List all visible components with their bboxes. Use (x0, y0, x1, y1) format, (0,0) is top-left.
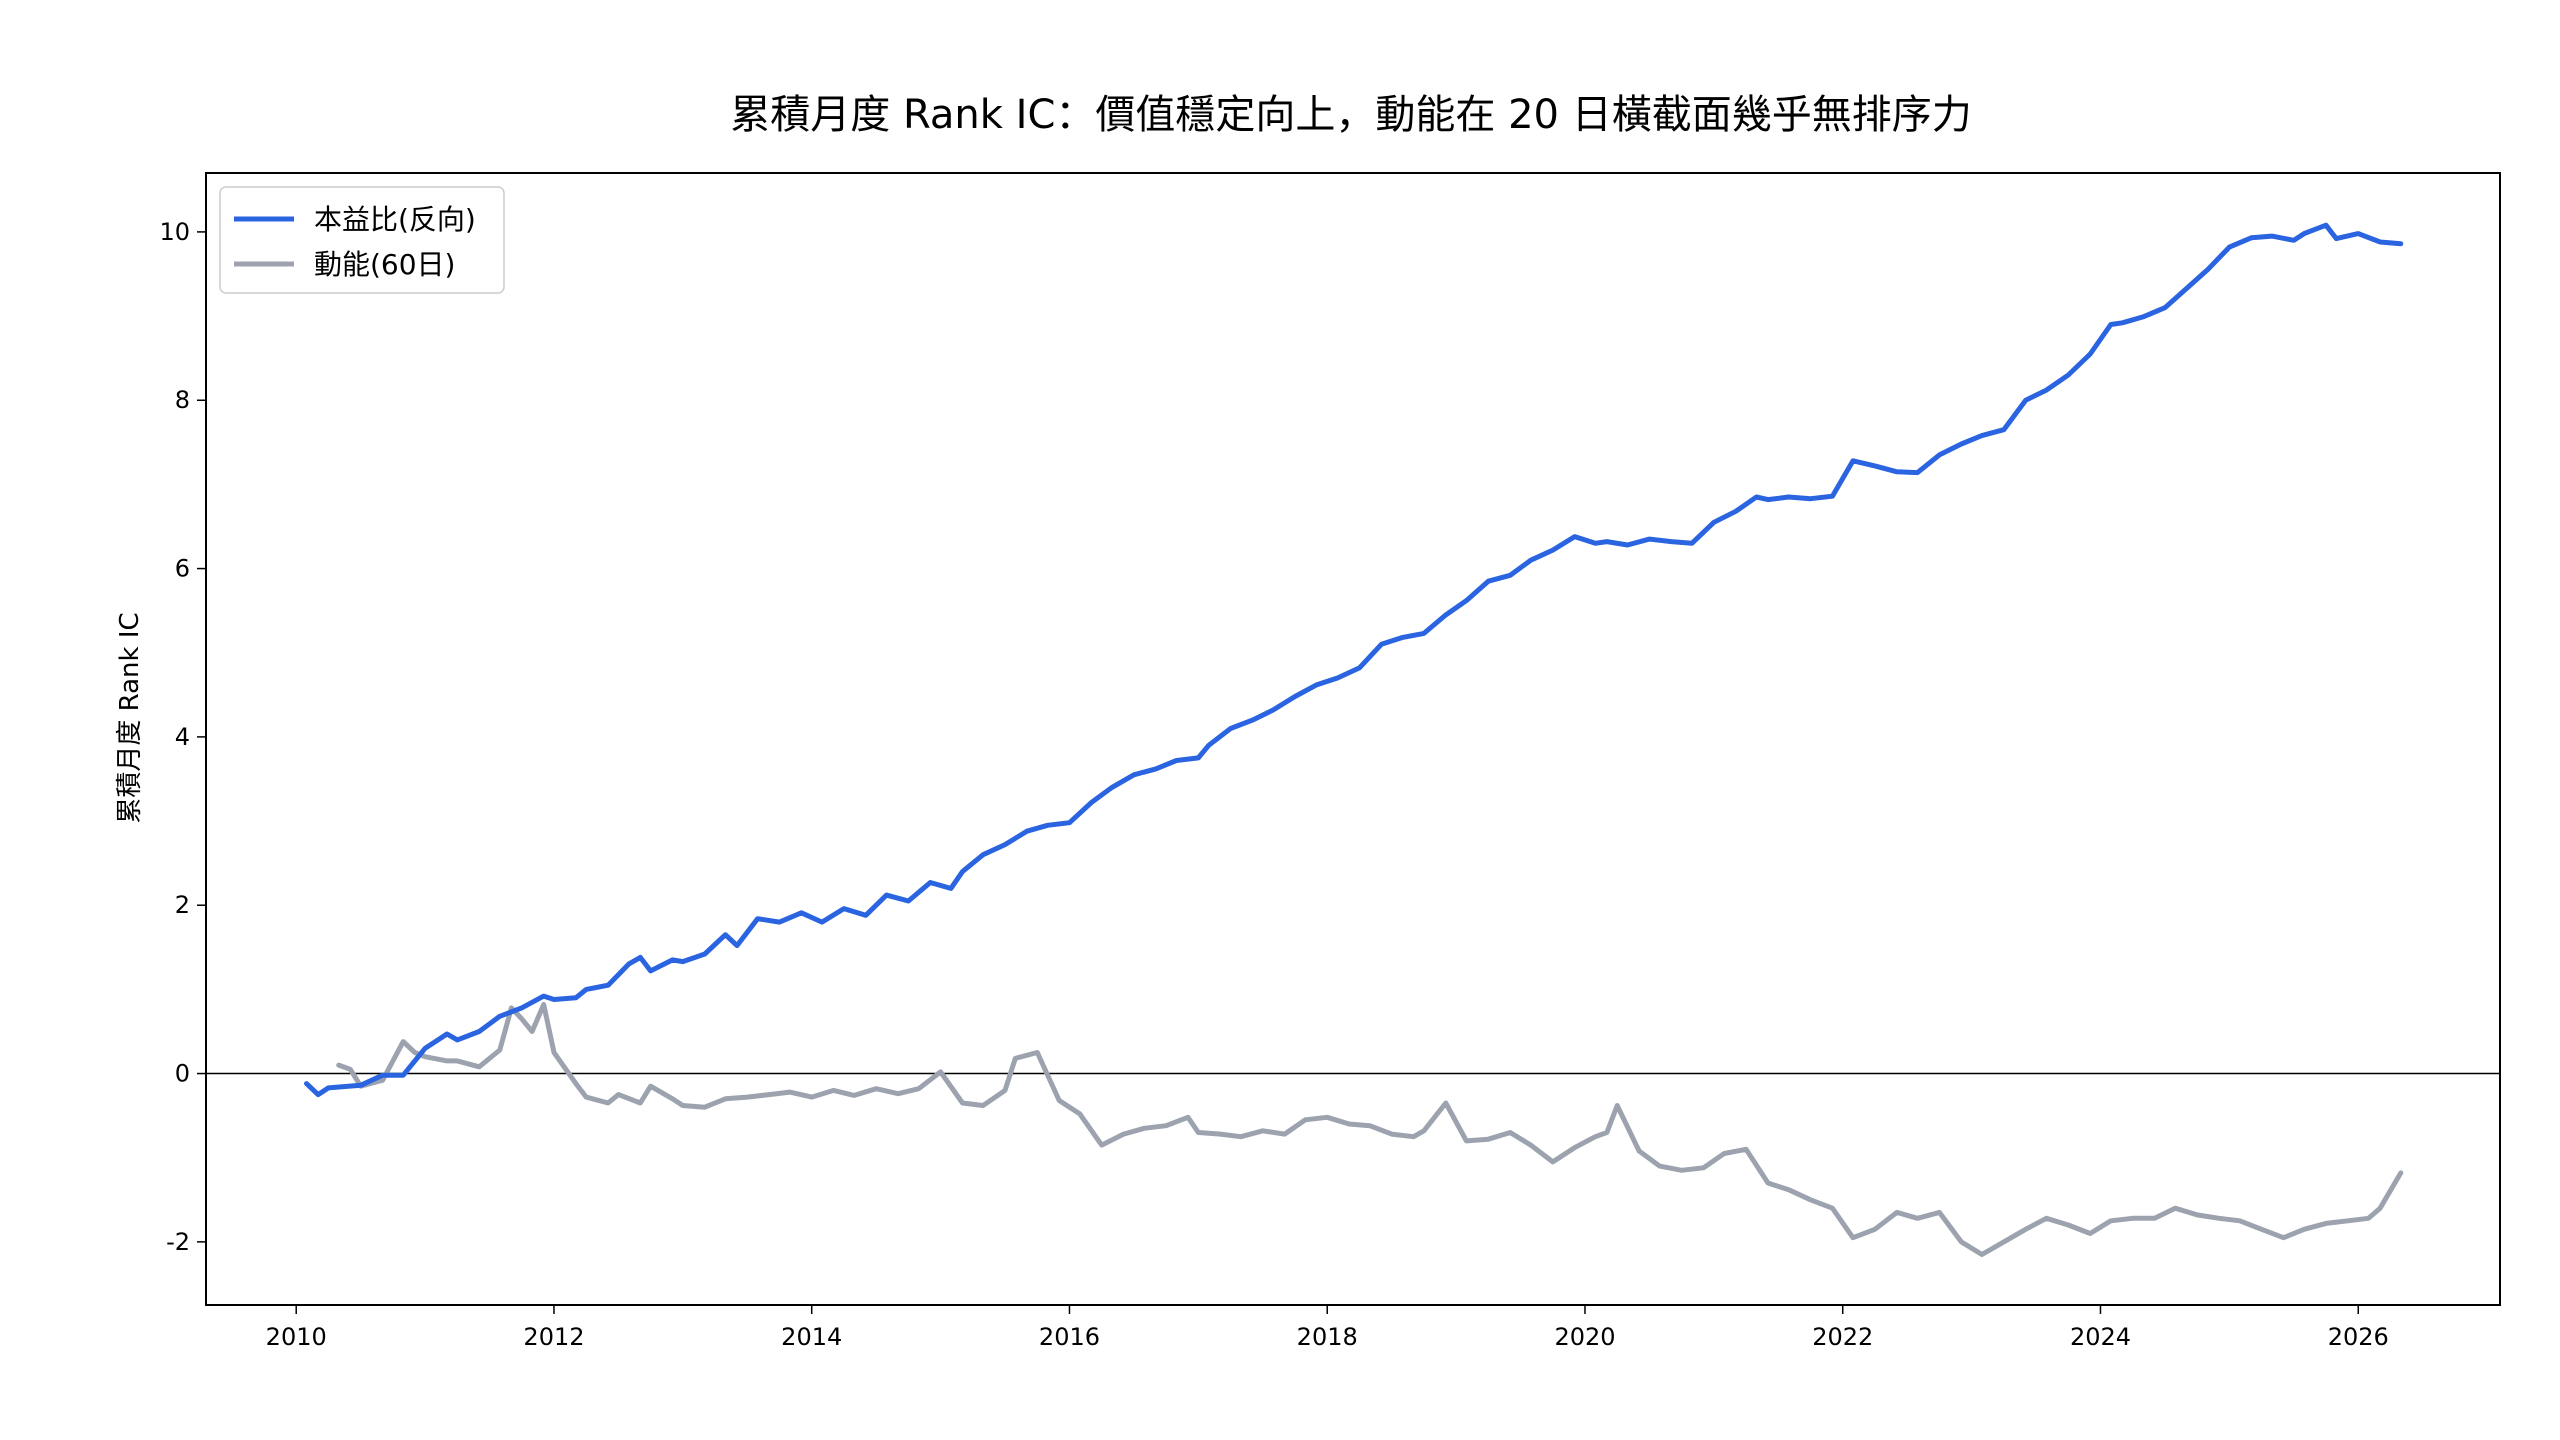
x-tick-label: 2024 (2070, 1323, 2131, 1351)
x-tick-label: 2020 (1554, 1323, 1615, 1351)
x-tick-label: 2018 (1297, 1323, 1358, 1351)
y-tick-label: 2 (175, 891, 190, 919)
series-line-pe-inverse (304, 222, 2404, 1098)
x-tick-label: 2014 (781, 1323, 842, 1351)
legend-label: 本益比(反向) (314, 203, 476, 236)
x-tick-label: 2010 (266, 1323, 327, 1351)
chart-title: 累積月度 Rank IC：價值穩定向上，動能在 20 日橫截面幾乎無排序力 (730, 92, 1971, 138)
x-tick-label: 2016 (1039, 1323, 1100, 1351)
series-line-momentum-60d (336, 1002, 2404, 1257)
x-tick-label: 2012 (523, 1323, 584, 1351)
x-tick-label: 2026 (2328, 1323, 2389, 1351)
y-tick-label: 8 (175, 386, 190, 414)
y-tick-label: 10 (159, 218, 190, 246)
y-tick-label: 4 (175, 723, 190, 751)
plot-frame (205, 172, 2501, 1306)
y-tick-label: -2 (166, 1228, 190, 1256)
y-axis: -2 0 2 4 6 8 10 (159, 218, 206, 1256)
y-tick-label: 6 (175, 555, 190, 583)
x-axis: 2010 2012 2014 2016 2018 2020 2022 2024 2026 (266, 1305, 2389, 1351)
x-tick-label: 2022 (1812, 1323, 1873, 1351)
series-layer (304, 222, 2404, 1257)
legend: 本益比(反向) 動能(60日) (219, 186, 505, 294)
y-axis-label: 累積月度 Rank IC (115, 612, 145, 823)
legend-label: 動能(60日) (314, 248, 455, 281)
y-tick-label: 0 (175, 1060, 190, 1088)
